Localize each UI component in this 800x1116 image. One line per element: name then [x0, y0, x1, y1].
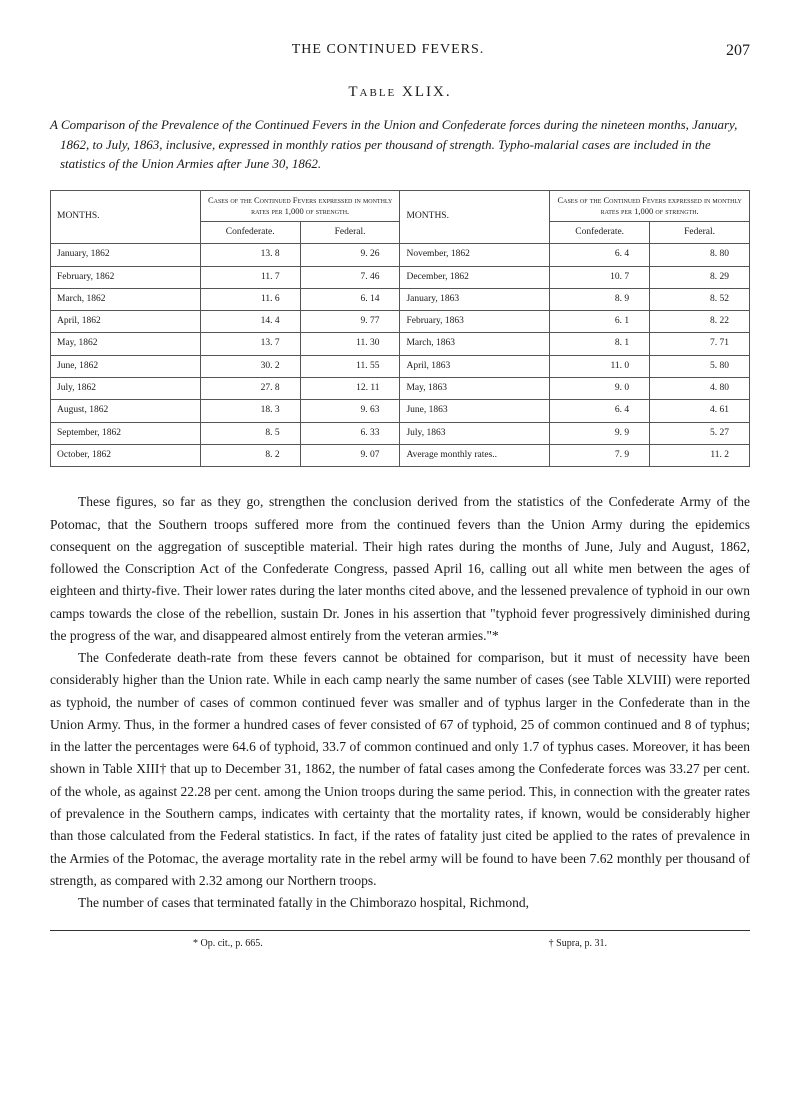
- confed-cell: 6. 1: [550, 311, 650, 333]
- month-cell: March, 1863: [400, 333, 550, 355]
- col-header-fed-right: Federal.: [650, 221, 750, 243]
- table-row: September, 18628. 56. 33July, 18639. 95.…: [51, 422, 750, 444]
- month-cell: July, 1863: [400, 422, 550, 444]
- fed-cell: 9. 77: [300, 311, 400, 333]
- col-header-confed-right: Confederate.: [550, 221, 650, 243]
- confed-cell: 11. 6: [200, 288, 300, 310]
- confed-cell: 27. 8: [200, 378, 300, 400]
- month-cell: November, 1862: [400, 244, 550, 266]
- confed-cell: 10. 7: [550, 266, 650, 288]
- fed-cell: 8. 52: [650, 288, 750, 310]
- table-label: Table XLIX.: [50, 82, 750, 103]
- page-header: THE CONTINUED FEVERS. 207: [50, 40, 750, 62]
- fed-cell: 6. 33: [300, 422, 400, 444]
- month-cell: October, 1862: [51, 444, 201, 466]
- col-header-months-right: MONTHS.: [400, 190, 550, 243]
- month-cell: June, 1863: [400, 400, 550, 422]
- confed-cell: 6. 4: [550, 244, 650, 266]
- table-row: May, 186213. 711. 30March, 18638. 17. 71: [51, 333, 750, 355]
- fed-cell: 4. 61: [650, 400, 750, 422]
- col-header-fed-left: Federal.: [300, 221, 400, 243]
- col-header-group-left: Cases of the Continued Fevers expressed …: [200, 190, 400, 221]
- confed-cell: 7. 9: [550, 444, 650, 466]
- month-cell: July, 1862: [51, 378, 201, 400]
- fed-cell: 9. 63: [300, 400, 400, 422]
- confed-cell: 13. 8: [200, 244, 300, 266]
- confed-cell: 18. 3: [200, 400, 300, 422]
- paragraph-3: The number of cases that terminated fata…: [50, 892, 750, 914]
- month-cell: February, 1862: [51, 266, 201, 288]
- month-cell: December, 1862: [400, 266, 550, 288]
- month-cell: June, 1862: [51, 355, 201, 377]
- fed-cell: 5. 27: [650, 422, 750, 444]
- paragraph-2: The Confederate death-rate from these fe…: [50, 647, 750, 892]
- fed-cell: 9. 26: [300, 244, 400, 266]
- month-cell: September, 1862: [51, 422, 201, 444]
- footnote-right: † Supra, p. 31.: [549, 937, 607, 951]
- footnotes: * Op. cit., p. 665. † Supra, p. 31.: [50, 930, 750, 951]
- footnote-left: * Op. cit., p. 665.: [193, 937, 263, 951]
- fed-cell: 4. 80: [650, 378, 750, 400]
- fed-cell: 9. 07: [300, 444, 400, 466]
- fed-cell: 6. 14: [300, 288, 400, 310]
- month-cell: January, 1862: [51, 244, 201, 266]
- col-header-group-right: Cases of the Continued Fevers expressed …: [550, 190, 750, 221]
- fed-cell: 5. 80: [650, 355, 750, 377]
- month-cell: May, 1863: [400, 378, 550, 400]
- data-table: MONTHS. Cases of the Continued Fevers ex…: [50, 190, 750, 467]
- table-row: March, 186211. 66. 14January, 18638. 98.…: [51, 288, 750, 310]
- confed-cell: 30. 2: [200, 355, 300, 377]
- month-cell: January, 1863: [400, 288, 550, 310]
- confed-cell: 13. 7: [200, 333, 300, 355]
- col-header-confed-left: Confederate.: [200, 221, 300, 243]
- month-cell: Average monthly rates..: [400, 444, 550, 466]
- confed-cell: 11. 7: [200, 266, 300, 288]
- confed-cell: 8. 5: [200, 422, 300, 444]
- table-row: February, 186211. 77. 46December, 186210…: [51, 266, 750, 288]
- fed-cell: 12. 11: [300, 378, 400, 400]
- page-number: 207: [726, 40, 750, 62]
- fed-cell: 7. 71: [650, 333, 750, 355]
- month-cell: March, 1862: [51, 288, 201, 310]
- confed-cell: 14. 4: [200, 311, 300, 333]
- confed-cell: 9. 9: [550, 422, 650, 444]
- confed-cell: 8. 2: [200, 444, 300, 466]
- month-cell: August, 1862: [51, 400, 201, 422]
- paragraph-1: These figures, so far as they go, streng…: [50, 491, 750, 647]
- confed-cell: 8. 1: [550, 333, 650, 355]
- fed-cell: 11. 55: [300, 355, 400, 377]
- confed-cell: 8. 9: [550, 288, 650, 310]
- confed-cell: 9. 0: [550, 378, 650, 400]
- table-row: October, 18628. 29. 07Average monthly ra…: [51, 444, 750, 466]
- confed-cell: 11. 0: [550, 355, 650, 377]
- table-row: January, 186213. 89. 26November, 18626. …: [51, 244, 750, 266]
- running-head: THE CONTINUED FEVERS.: [292, 40, 485, 62]
- confed-cell: 6. 4: [550, 400, 650, 422]
- table-row: April, 186214. 49. 77February, 18636. 18…: [51, 311, 750, 333]
- fed-cell: 8. 29: [650, 266, 750, 288]
- month-cell: May, 1862: [51, 333, 201, 355]
- month-cell: February, 1863: [400, 311, 550, 333]
- fed-cell: 7. 46: [300, 266, 400, 288]
- fed-cell: 8. 22: [650, 311, 750, 333]
- fed-cell: 8. 80: [650, 244, 750, 266]
- month-cell: April, 1863: [400, 355, 550, 377]
- fed-cell: 11. 30: [300, 333, 400, 355]
- table-caption: A Comparison of the Prevalence of the Co…: [50, 115, 750, 174]
- body-text: These figures, so far as they go, streng…: [50, 491, 750, 914]
- table-row: June, 186230. 211. 55April, 186311. 05. …: [51, 355, 750, 377]
- table-row: July, 186227. 812. 11May, 18639. 04. 80: [51, 378, 750, 400]
- table-row: August, 186218. 39. 63June, 18636. 44. 6…: [51, 400, 750, 422]
- col-header-months-left: MONTHS.: [51, 190, 201, 243]
- fed-cell: 11. 2: [650, 444, 750, 466]
- month-cell: April, 1862: [51, 311, 201, 333]
